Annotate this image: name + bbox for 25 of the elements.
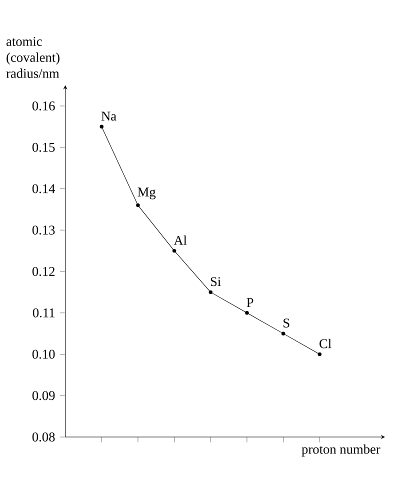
point	[281, 332, 285, 336]
annotation: Al	[174, 236, 187, 245]
annotation: Na	[101, 112, 116, 121]
y-tick-label: 0.14	[32, 184, 55, 194]
annotation: P	[246, 298, 254, 307]
y-tick-label: 0.12	[32, 266, 54, 276]
point	[172, 248, 176, 253]
y-tick-label: 0.15	[32, 142, 55, 152]
y-tick-label: 0.09	[32, 391, 55, 400]
point	[136, 203, 140, 208]
annotation: S	[283, 318, 290, 328]
point	[244, 311, 249, 315]
point	[208, 290, 212, 294]
annotation: Cl	[319, 338, 332, 348]
point	[318, 352, 322, 356]
y-tick-label: 0.13	[32, 226, 55, 235]
y-tick-label: 0.16	[32, 101, 55, 110]
annotation: Si	[210, 277, 221, 286]
y-tick-label: 0.08	[32, 432, 55, 442]
y-tick-label: 0.10	[32, 350, 55, 359]
x-axis-title: proton number	[302, 444, 380, 456]
y-axis-title: atomic (covalent) radius/nm	[6, 36, 60, 78]
point	[100, 124, 104, 129]
annotation: Mg	[138, 188, 156, 200]
y-tick-label: 0.11	[32, 308, 54, 318]
